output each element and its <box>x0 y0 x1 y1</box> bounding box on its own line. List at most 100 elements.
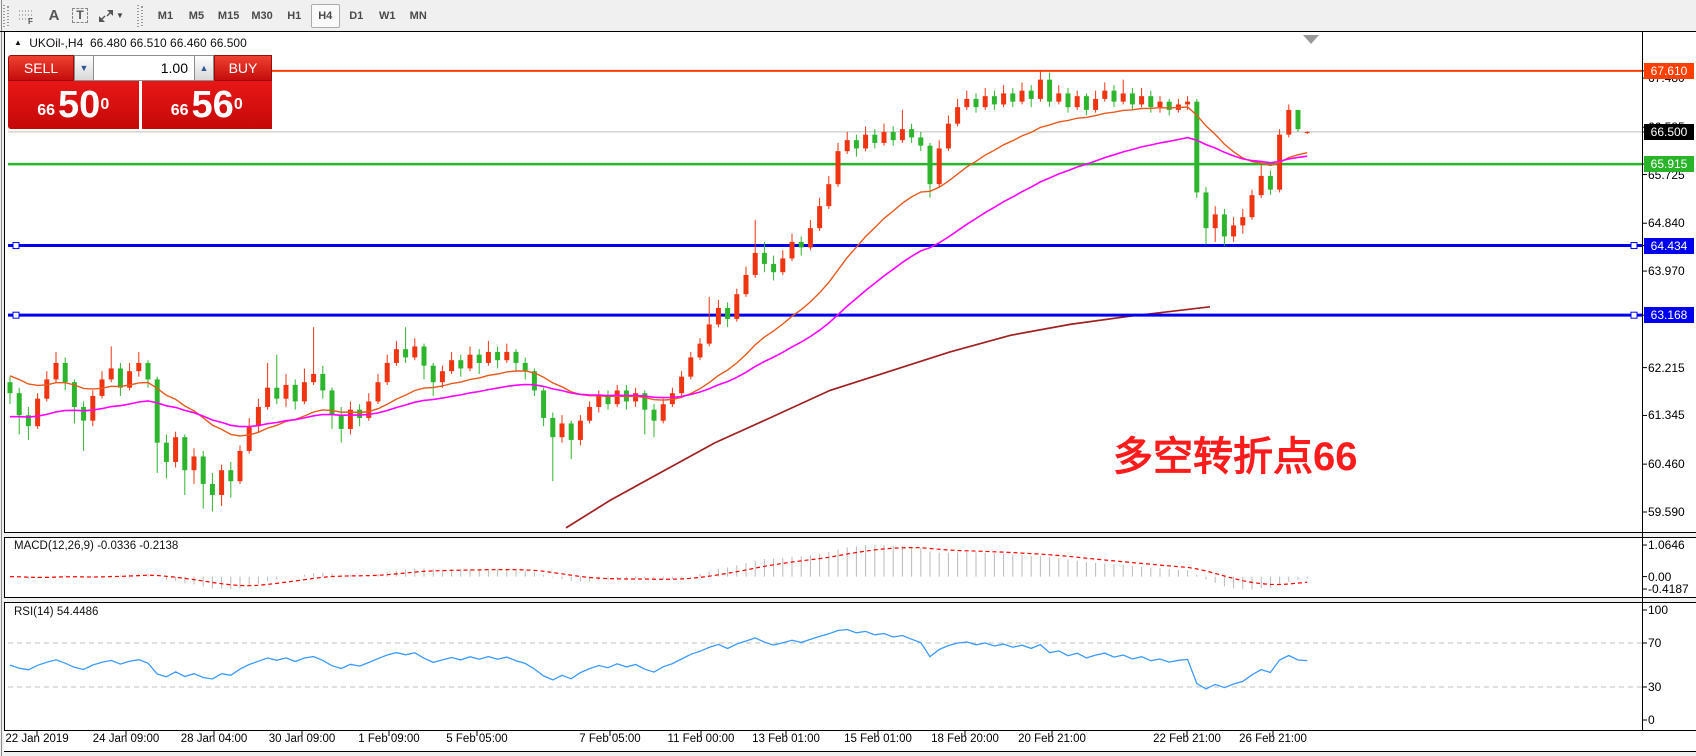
timeframe-button-MN[interactable]: MN <box>409 9 427 22</box>
candle-body <box>495 351 501 361</box>
fibonacci-tool-button[interactable]: F <box>13 4 41 28</box>
candle-body <box>1010 93 1016 102</box>
candle-body <box>439 371 445 383</box>
candle-body <box>890 131 896 141</box>
sell-price-pips: 50 <box>58 84 101 126</box>
candle-body <box>357 409 363 418</box>
candle-body <box>568 423 574 440</box>
candle-body <box>1001 93 1007 105</box>
timeframe-button-D1[interactable]: D1 <box>349 9 364 22</box>
timeframe-button-H1[interactable]: H1 <box>287 9 302 22</box>
candle-body <box>1203 192 1209 229</box>
chevron-down-icon: ▼ <box>116 11 124 20</box>
hline-handle[interactable] <box>12 311 20 319</box>
rsi-panel-bg[interactable] <box>5 603 1696 730</box>
rsi-tick-label: 0 <box>1648 713 1655 727</box>
hline-handle[interactable] <box>1630 242 1638 250</box>
candle-body <box>246 426 252 451</box>
candle-body <box>605 395 611 405</box>
sell-button[interactable]: SELL <box>8 55 74 81</box>
candle-body <box>1047 79 1053 102</box>
rsi-line <box>9 628 1308 690</box>
candle-body <box>798 241 804 248</box>
candle-body <box>274 387 280 399</box>
candle-body <box>1102 90 1108 99</box>
buy-button[interactable]: BUY <box>214 55 272 81</box>
candle-body <box>209 483 215 495</box>
candle-body <box>90 395 96 421</box>
candle-body <box>651 409 657 421</box>
text-icon: A <box>48 7 60 24</box>
candle-body <box>642 393 648 410</box>
candle-body <box>1304 131 1310 134</box>
chart-shift-marker[interactable] <box>1303 35 1319 44</box>
volume-increase-button[interactable]: ▲ <box>194 55 214 81</box>
candle-body <box>715 307 721 325</box>
candle-body <box>1267 175 1273 190</box>
candle-body <box>265 387 271 407</box>
candle-body <box>384 362 390 383</box>
candle-body <box>1129 93 1135 105</box>
divider2-bot <box>4 602 1696 603</box>
time-axis-label: 22 Jan 2019 <box>5 733 69 745</box>
timeframe-button-M1[interactable]: M1 <box>157 9 174 22</box>
candle-body <box>117 368 123 388</box>
rsi-label: RSI(14) 54.4486 <box>14 606 99 618</box>
candle-body <box>44 379 50 399</box>
candle-body <box>127 371 133 388</box>
hline-handle[interactable] <box>1630 311 1638 319</box>
divider2-gap[interactable] <box>4 598 1696 602</box>
volume-decrease-button[interactable]: ▼ <box>74 55 94 81</box>
candle-body <box>706 324 712 344</box>
candle-body <box>752 252 758 275</box>
divider1-gap[interactable] <box>4 533 1696 537</box>
chart-text-annotation[interactable]: 多空转折点66 <box>1113 435 1358 479</box>
candle-body <box>826 184 832 207</box>
timeframe-button-H4[interactable]: H4 <box>310 3 340 28</box>
timeframe-button-M30[interactable]: M30 <box>251 9 273 22</box>
timeframe-button-M15[interactable]: M15 <box>217 9 240 22</box>
volume-spinner: ▼ ▲ <box>74 55 214 81</box>
candle-body <box>1111 90 1117 102</box>
price-badge: 63.168 <box>1644 307 1694 324</box>
time-axis-label: 5 Feb 05:00 <box>446 733 508 745</box>
macd-panel-bg[interactable] <box>5 538 1696 597</box>
candle-body <box>430 365 436 383</box>
divider1-top <box>4 532 1696 533</box>
symbol-name: UKOil-,H4 <box>29 36 84 50</box>
candle-body <box>899 129 905 141</box>
candle-body <box>173 437 179 462</box>
candle-body <box>403 349 409 358</box>
candle-body <box>467 354 473 369</box>
candle-body <box>660 404 666 421</box>
candle-body <box>1074 96 1080 108</box>
candle-body <box>863 134 869 149</box>
timeframe-button-W1[interactable]: W1 <box>378 9 396 22</box>
volume-input[interactable] <box>94 55 194 81</box>
candle-body <box>1019 90 1025 102</box>
candle-body <box>7 382 13 394</box>
candle-body <box>1231 225 1237 237</box>
time-axis-label: 18 Feb 20:00 <box>931 733 999 745</box>
time-axis-label: 28 Jan 04:00 <box>180 733 248 745</box>
candle-body <box>614 390 620 405</box>
main-chart-bg[interactable] <box>5 32 1696 532</box>
buy-price-panel[interactable]: 66 56 0 <box>141 81 272 129</box>
toolbar-grip-2[interactable] <box>136 4 144 27</box>
candle-body <box>559 423 565 438</box>
text-tool-button[interactable]: A <box>41 4 67 28</box>
candle-body <box>927 145 933 185</box>
candle-body <box>513 351 519 363</box>
sell-price-panel[interactable]: 66 50 0 <box>8 81 139 129</box>
hline-handle[interactable] <box>12 242 20 250</box>
candle-body <box>577 420 583 440</box>
text-label-tool-button[interactable]: T <box>67 4 93 28</box>
timeframe-bar: M1 M5 M15 M30 H1 H4 D1 W1 MN <box>151 3 433 28</box>
window-bottom-border <box>4 751 1696 752</box>
timeframe-button-M5[interactable]: M5 <box>188 9 205 22</box>
arrows-tool-dropdown[interactable]: ▼ <box>93 4 129 28</box>
candle-body <box>550 417 556 438</box>
candle-body <box>522 362 528 372</box>
toolbar-grip[interactable] <box>3 4 10 27</box>
